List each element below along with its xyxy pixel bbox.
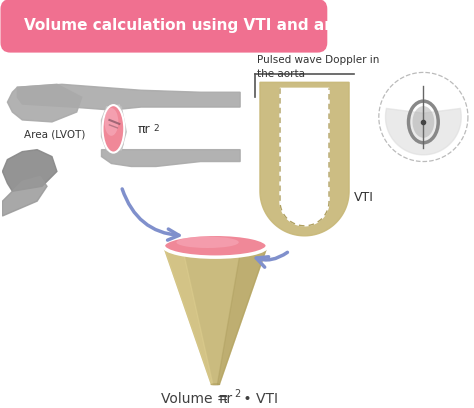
Text: VTI: VTI xyxy=(354,191,374,204)
Polygon shape xyxy=(8,84,82,122)
Ellipse shape xyxy=(104,108,118,136)
Text: πr: πr xyxy=(137,123,150,136)
Ellipse shape xyxy=(412,106,434,138)
Text: • VTI: • VTI xyxy=(239,392,278,406)
Polygon shape xyxy=(280,88,329,226)
Polygon shape xyxy=(164,246,213,384)
Text: Pulsed wave Doppler in
the aorta: Pulsed wave Doppler in the aorta xyxy=(257,55,379,79)
Text: πr: πr xyxy=(219,392,232,406)
Polygon shape xyxy=(107,142,123,150)
Polygon shape xyxy=(2,176,47,216)
Text: Area (LVOT): Area (LVOT) xyxy=(24,130,86,140)
Text: 2: 2 xyxy=(153,124,159,133)
Polygon shape xyxy=(2,150,57,191)
Polygon shape xyxy=(107,105,121,114)
Polygon shape xyxy=(101,107,126,150)
Polygon shape xyxy=(218,246,267,384)
Polygon shape xyxy=(101,150,240,166)
Ellipse shape xyxy=(210,383,220,386)
Ellipse shape xyxy=(176,237,239,248)
Ellipse shape xyxy=(164,234,267,257)
FancyBboxPatch shape xyxy=(0,0,328,53)
Ellipse shape xyxy=(102,105,124,153)
Text: Volume =: Volume = xyxy=(161,392,233,406)
Text: 2: 2 xyxy=(234,389,240,399)
Polygon shape xyxy=(385,109,461,155)
Polygon shape xyxy=(18,84,240,110)
Polygon shape xyxy=(164,246,267,384)
Polygon shape xyxy=(260,82,349,236)
Text: Volume calculation using VTI and area: Volume calculation using VTI and area xyxy=(24,18,353,33)
